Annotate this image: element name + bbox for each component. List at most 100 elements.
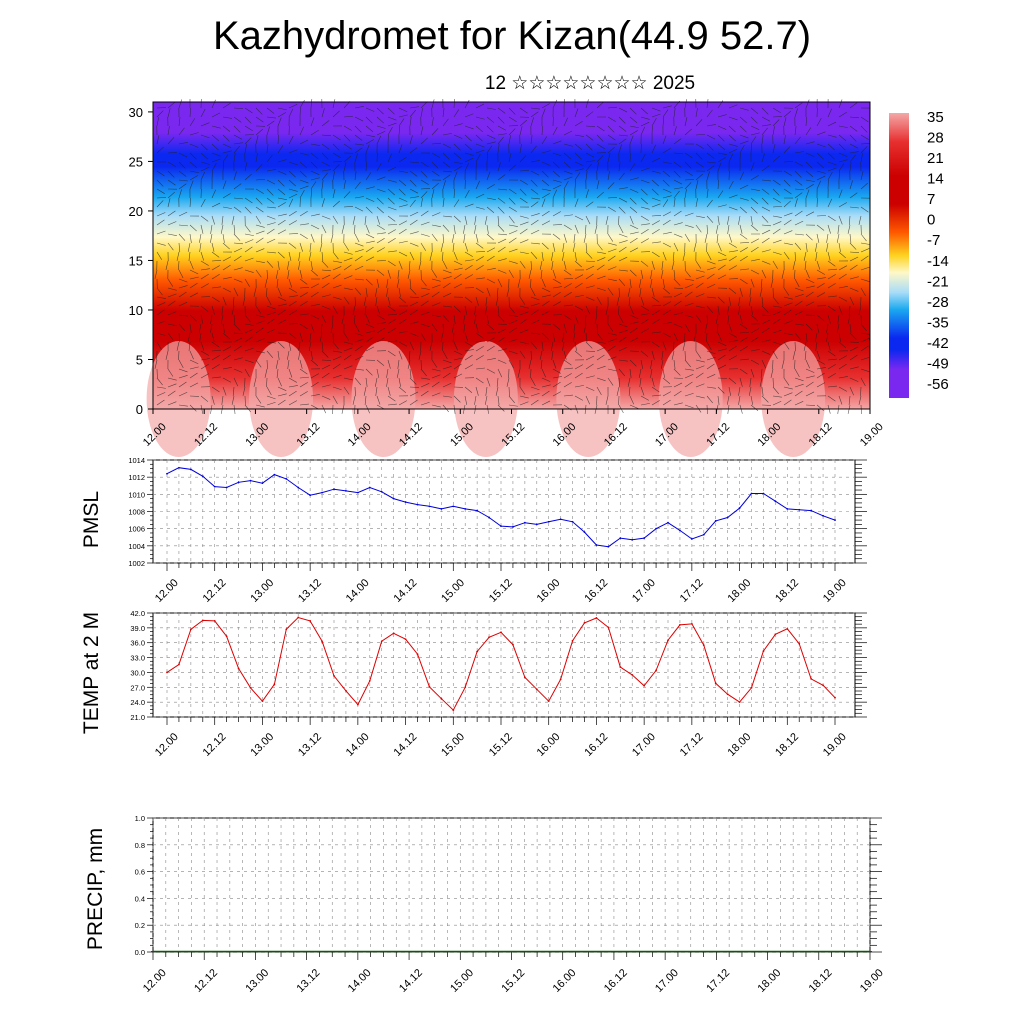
precip-x-tick-label: 19.00	[858, 967, 886, 995]
warm-surface-cell	[556, 341, 621, 457]
temp-panel-data-point	[428, 685, 431, 688]
pmsl-panel-x-tick-label: 13.12	[296, 577, 324, 605]
pmsl-panel-data-point	[249, 479, 252, 482]
colorbar-label: -42	[927, 335, 949, 352]
temp-panel-data-point	[571, 639, 574, 642]
pmsl-panel-x-tick-label: 14.00	[344, 577, 372, 605]
pmsl-panel-data-point	[786, 508, 789, 510]
pmsl-panel-data-point	[619, 537, 622, 540]
colorbar-label: -14	[927, 253, 949, 270]
pmsl-panel-data-point	[285, 477, 288, 480]
pmsl-panel-data-point	[321, 491, 323, 494]
pmsl-panel-data-point	[333, 488, 335, 491]
temp-panel-data-point	[237, 667, 240, 670]
temp-panel-data-point	[452, 709, 455, 711]
pmsl-panel-y-tick-label: 1002	[128, 559, 145, 568]
colorbar-label: -7	[927, 232, 940, 249]
temp-panel-data-point	[512, 643, 514, 646]
temp-panel-frame	[152, 612, 856, 718]
temp-panel-data-point	[380, 640, 383, 643]
pmsl-panel-x-tick-label: 12.00	[153, 577, 181, 605]
heatmap-y-tick-label: 15	[129, 253, 143, 268]
temp-panel-data-point	[500, 631, 502, 634]
pmsl-panel-data-point	[392, 497, 395, 500]
pmsl-panel-x-tick-label: 18.00	[725, 577, 753, 605]
heatmap-y-tick-label: 10	[129, 303, 143, 318]
temp-panel-x-tick-label: 18.00	[725, 731, 753, 759]
colorbar: 35 28 21 14 7 0 -7 -14 -21 -28 -35 -42 -49 -56	[889, 109, 949, 398]
pmsl-panel-data-point	[345, 490, 347, 492]
temp-panel-data-point	[786, 627, 789, 630]
colorbar-label: -35	[927, 314, 949, 331]
temp-panel-data-point	[201, 619, 204, 622]
temp-panel-data-point	[798, 642, 801, 645]
pmsl-panel-data-point	[416, 503, 419, 506]
precip-x-tick-label: 16.12	[602, 967, 630, 995]
temp-panel-x-tick-label: 16.12	[582, 731, 610, 759]
pmsl-panel-data-point	[643, 537, 646, 540]
pmsl-panel-data-point	[523, 521, 526, 524]
pmsl-panel-data-point	[798, 508, 801, 511]
colorbar-label: 7	[927, 191, 935, 208]
colorbar-label: 21	[927, 150, 944, 167]
precip-x-tick-label: 14.00	[346, 967, 374, 995]
temp-panel-data-point	[225, 635, 228, 638]
temp-panel-data-point	[392, 632, 395, 635]
temp-panel-data-point	[679, 623, 681, 626]
pmsl-panel-data-point	[750, 492, 753, 495]
pmsl-panel-x-tick-label: 17.12	[678, 577, 706, 605]
temp-panel-x-tick-label: 14.00	[344, 731, 372, 759]
pmsl-panel-data-point	[595, 544, 598, 546]
temp-panel-data-point	[535, 688, 538, 691]
colorbar-label: 14	[927, 171, 944, 188]
colorbar-label: -49	[927, 355, 949, 372]
temp-panel-data-point	[404, 638, 407, 641]
temp-panel-data-point	[297, 616, 300, 619]
temp-panel-x-tick-label: 17.12	[678, 731, 706, 759]
temp-panel-data-point	[333, 674, 335, 677]
pmsl-panel-data-point	[738, 507, 741, 509]
temp-panel-y-tick-label: 27.0	[130, 683, 145, 692]
warm-surface-cell	[146, 341, 211, 457]
pmsl-panel-data-point	[547, 520, 550, 523]
colorbar-label: 35	[927, 109, 944, 126]
pmsl-panel-x-tick-label: 14.12	[391, 577, 419, 605]
pmsl-panel-data-point	[667, 521, 669, 524]
precip-x-tick-label: 18.12	[807, 967, 835, 995]
temp-panel-data-point	[368, 679, 371, 682]
pmsl-panel-y-tick-label: 1010	[128, 490, 145, 499]
heatmap-x-tick-label: 19.00	[858, 421, 886, 449]
temp-panel-data-point	[607, 626, 610, 629]
precip-panel: 0.0 0.2 0.4 0.6 0.8 1.0 12.00 12.12 13.00 13.12 14…	[84, 814, 886, 995]
warm-surface-cell	[761, 341, 826, 457]
pmsl-panel-data-point	[535, 523, 538, 526]
temp-panel-data-point	[774, 633, 777, 636]
pmsl-panel-x-tick-label: 17.00	[630, 577, 658, 605]
temp-panel-data-point	[619, 666, 622, 668]
pmsl-panel-x-tick-label: 18.12	[773, 577, 801, 605]
pmsl-panel-data-point	[380, 490, 383, 493]
pmsl-panel-y-axis-label: PMSL	[80, 491, 103, 548]
chart-title: Kazhydromet for Kizan(44.9 52.7)	[212, 14, 812, 58]
pmsl-panel-x-tick-label: 16.00	[535, 577, 563, 605]
pmsl-panel-data-point	[822, 514, 824, 517]
pmsl-panel-data-point	[225, 486, 228, 489]
pmsl-panel-data-point	[261, 482, 264, 485]
pmsl-panel-data-point	[309, 494, 312, 497]
temp-panel-data-point	[178, 663, 180, 666]
temp-panel-data-point	[583, 622, 586, 624]
warm-surface-cell	[249, 341, 314, 457]
pmsl-panel-data-point	[500, 525, 502, 527]
pmsl-panel-y-tick-label: 1004	[128, 542, 145, 551]
pmsl-panel-x-tick-label: 19.00	[821, 577, 849, 605]
temp-panel-data-point	[595, 617, 598, 619]
temp-panel-data-point	[559, 678, 562, 681]
temp-panel-x-tick-label: 19.00	[821, 731, 849, 759]
precip-y-axis-label: PRECIP, mm	[84, 828, 107, 950]
pmsl-panel-data-point	[428, 505, 431, 508]
pmsl-panel-data-point	[476, 509, 479, 512]
temp-panel-grid	[153, 612, 855, 718]
colorbar-label: 28	[927, 130, 944, 147]
pmsl-panel-data-point	[237, 481, 240, 484]
